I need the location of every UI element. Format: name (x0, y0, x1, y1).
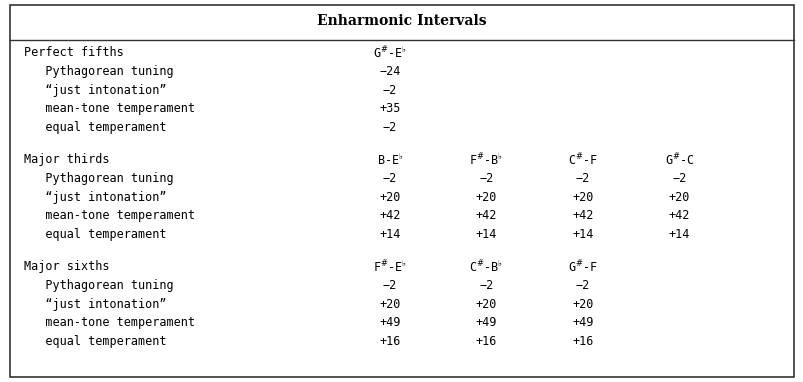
Text: Major thirds: Major thirds (24, 153, 109, 166)
Text: +16: +16 (475, 335, 496, 348)
Text: +42: +42 (572, 209, 593, 222)
Text: +16: +16 (572, 335, 593, 348)
Text: +14: +14 (379, 228, 400, 241)
Text: mean-tone temperament: mean-tone temperament (24, 102, 195, 115)
Text: −2: −2 (382, 172, 397, 185)
Text: Perfect fifths: Perfect fifths (24, 46, 124, 59)
Text: −2: −2 (671, 172, 686, 185)
Text: +20: +20 (668, 191, 689, 204)
Text: −2: −2 (479, 172, 493, 185)
Text: B-E$^\flat$: B-E$^\flat$ (376, 152, 403, 168)
Text: +20: +20 (572, 191, 593, 204)
Text: +49: +49 (572, 316, 593, 329)
Text: equal temperament: equal temperament (24, 228, 166, 241)
Text: “just intonation”: “just intonation” (24, 84, 166, 97)
Text: C$^\#$-F: C$^\#$-F (567, 151, 597, 168)
Text: G$^\#$-C: G$^\#$-C (664, 151, 693, 168)
Text: −2: −2 (479, 279, 493, 292)
Text: +14: +14 (475, 228, 496, 241)
Text: −2: −2 (575, 279, 589, 292)
Text: +20: +20 (475, 298, 496, 311)
Text: +42: +42 (475, 209, 496, 222)
Text: Major sixths: Major sixths (24, 260, 109, 273)
Text: +14: +14 (668, 228, 689, 241)
Text: Pythagorean tuning: Pythagorean tuning (24, 279, 173, 292)
Text: G$^\#$-E$^\flat$: G$^\#$-E$^\flat$ (373, 45, 406, 61)
Text: +20: +20 (572, 298, 593, 311)
Text: +42: +42 (379, 209, 400, 222)
Text: mean-tone temperament: mean-tone temperament (24, 209, 195, 222)
Text: −2: −2 (575, 172, 589, 185)
Text: “just intonation”: “just intonation” (24, 298, 166, 311)
Text: −2: −2 (382, 84, 397, 97)
Text: C$^\#$-B$^\flat$: C$^\#$-B$^\flat$ (469, 259, 503, 275)
Text: +20: +20 (379, 191, 400, 204)
Text: −24: −24 (379, 65, 400, 78)
Text: equal temperament: equal temperament (24, 335, 166, 348)
Text: F$^\#$-E$^\flat$: F$^\#$-E$^\flat$ (373, 259, 406, 275)
Text: F$^\#$-B$^\flat$: F$^\#$-B$^\flat$ (469, 152, 503, 168)
Text: +49: +49 (475, 316, 496, 329)
Text: +35: +35 (379, 102, 400, 115)
Text: +42: +42 (668, 209, 689, 222)
Text: −2: −2 (382, 121, 397, 134)
Text: +20: +20 (379, 298, 400, 311)
Text: Pythagorean tuning: Pythagorean tuning (24, 172, 173, 185)
Text: Enharmonic Intervals: Enharmonic Intervals (317, 14, 486, 28)
Text: “just intonation”: “just intonation” (24, 191, 166, 204)
Text: G$^\#$-F: G$^\#$-F (567, 258, 597, 275)
Text: +16: +16 (379, 335, 400, 348)
Text: −2: −2 (382, 279, 397, 292)
Text: mean-tone temperament: mean-tone temperament (24, 316, 195, 329)
Text: equal temperament: equal temperament (24, 121, 166, 134)
Text: +14: +14 (572, 228, 593, 241)
Text: +49: +49 (379, 316, 400, 329)
Text: +20: +20 (475, 191, 496, 204)
Text: Pythagorean tuning: Pythagorean tuning (24, 65, 173, 78)
